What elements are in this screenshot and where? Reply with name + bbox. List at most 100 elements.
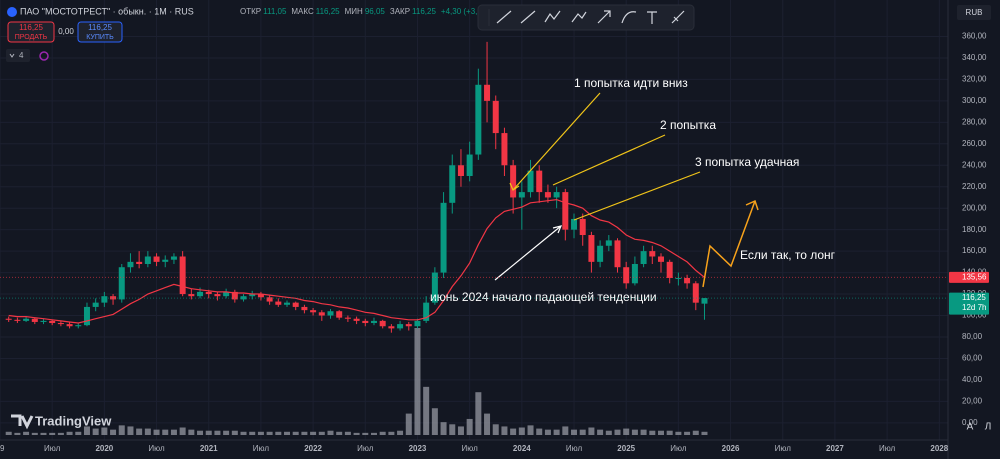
volume-bar: [492, 424, 499, 435]
symbol-icon: [7, 7, 17, 17]
candle-body: [57, 323, 64, 325]
volume-bar: [101, 427, 108, 435]
annotation: 3 попытка удачная: [695, 155, 799, 169]
volume-bar: [292, 431, 299, 435]
candle-body: [527, 170, 534, 193]
y-tick-label: 280,00: [962, 117, 987, 126]
candle-body: [692, 283, 699, 303]
candle-body: [5, 318, 12, 320]
tool-text[interactable]: [647, 11, 657, 24]
sell-button[interactable]: [7, 21, 55, 43]
arrowhead: [552, 225, 563, 234]
volume-bar: [344, 431, 351, 435]
candle-body: [301, 306, 308, 311]
tool-path[interactable]: [544, 10, 561, 23]
volume-bar: [379, 431, 386, 435]
candle-body: [197, 291, 204, 297]
candle-body: [66, 324, 73, 327]
icon[interactable]: [39, 51, 49, 61]
tool-line[interactable]: [496, 10, 512, 24]
x-tick-label: Июл: [357, 444, 374, 453]
ohlc: ОТКР 111,05 МАКС 116,25 МИН 96,05 ЗАКР 116,25 +4…: [240, 7, 477, 16]
candle-body: [536, 170, 543, 193]
volume-bar: [562, 426, 569, 435]
symbol[interactable]: ПАО "МОСТОТРЕСТ" · обыкн. · 1M · RUS: [20, 6, 194, 16]
candle-body: [562, 192, 569, 230]
tool-measure[interactable]: [671, 10, 685, 24]
tool-arrow[interactable]: [597, 10, 611, 24]
ohlc-value: 111,05: [263, 7, 287, 16]
volume-bar: [136, 428, 143, 435]
volume-bar: [249, 431, 256, 435]
candle-body: [571, 218, 578, 230]
x-tick-label: Июл: [670, 444, 687, 453]
candle-body: [475, 84, 482, 155]
candle-body: [684, 277, 691, 284]
change: +4,30 (+3,: [441, 7, 477, 16]
volume-bar: [49, 432, 56, 435]
x-tick-label: Июл: [44, 444, 61, 453]
candle-body: [231, 291, 238, 300]
candle-body: [327, 311, 334, 316]
candle-body: [440, 202, 447, 273]
volume-bar: [66, 431, 73, 435]
volume-bar: [110, 429, 117, 435]
candle-body: [83, 306, 90, 326]
candle-body: [492, 100, 499, 134]
volume-bar: [475, 392, 482, 435]
grid: [0, 0, 948, 440]
candle-body: [205, 291, 212, 295]
x-tick-label: 2024: [513, 444, 531, 453]
x-tick-label: Июл: [148, 444, 165, 453]
candle-body: [605, 240, 612, 246]
log-scale[interactable]: Л: [985, 422, 992, 433]
auto-scale[interactable]: A: [967, 422, 974, 433]
volume-bar: [701, 431, 708, 435]
volume-bar: [362, 432, 369, 435]
tool-ray[interactable]: [520, 10, 536, 24]
volume-bar: [588, 427, 595, 435]
ohlc-value: 116,25: [412, 7, 436, 16]
candle-body: [362, 320, 369, 324]
candle-body: [75, 325, 82, 327]
volume-bar: [57, 432, 64, 435]
logo-icon: [11, 414, 34, 430]
candle-body: [649, 251, 656, 257]
currency-button[interactable]: [957, 5, 991, 20]
volume-bar: [179, 427, 186, 435]
volume-bar: [405, 413, 412, 435]
candle-body: [214, 294, 221, 297]
candle-body: [31, 318, 38, 322]
toolbar: [477, 4, 695, 31]
candle-body: [110, 296, 117, 300]
candle-body: [388, 326, 395, 329]
candle-body: [353, 318, 360, 321]
candle-body: [40, 320, 47, 322]
candle-body: [623, 267, 630, 284]
volume-bar: [527, 425, 534, 435]
candle-body: [310, 310, 317, 313]
time-axis: 19 Июл 2020 Июл 2021 Июл 2022 Июл 2023 Июл 2024 Июл…: [0, 444, 949, 453]
ema: [8, 198, 705, 324]
buy-button[interactable]: [77, 21, 123, 43]
tool-pattern[interactable]: [571, 11, 587, 23]
annotation: Если так, то лонг: [740, 248, 836, 262]
candle-body: [257, 294, 264, 298]
spread: 0,00: [58, 27, 74, 36]
candle-body: [457, 165, 464, 176]
candle-body: [510, 165, 517, 198]
y-tick-label: 360,00: [962, 32, 987, 41]
candle-body: [701, 298, 708, 304]
candle-body: [162, 259, 169, 262]
x-tick-label: 2026: [722, 444, 740, 453]
candle-body: [423, 302, 430, 321]
buy-price: 116,25: [88, 23, 112, 32]
volume-bar: [466, 418, 473, 435]
tool-brush[interactable]: [621, 11, 637, 24]
volume-bar: [414, 328, 421, 435]
volume-bar: [614, 429, 621, 435]
volume-bar: [83, 426, 90, 435]
indicators-toggle[interactable]: [6, 49, 30, 62]
